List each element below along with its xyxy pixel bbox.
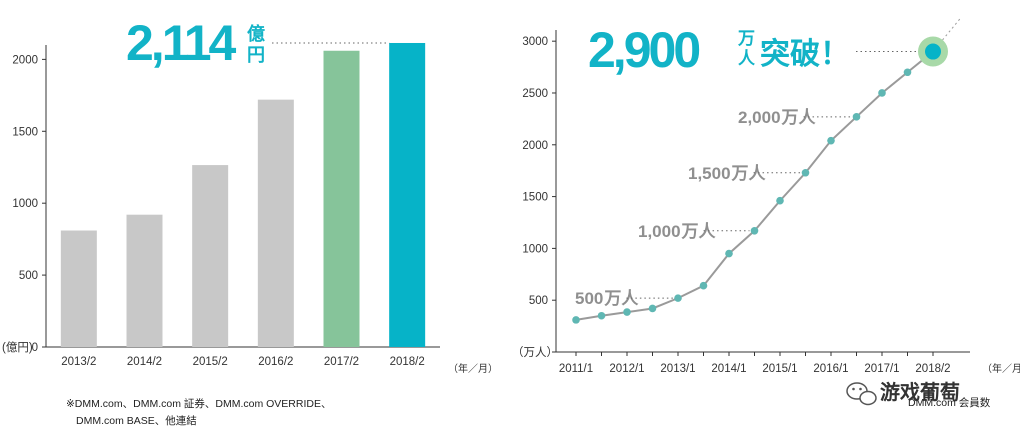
bar-2018-2 <box>389 42 426 348</box>
bar-y-tick-label: 1000 <box>12 198 38 210</box>
sales-highlight-unit-bottom: 円 <box>247 45 265 65</box>
line-data-point <box>597 311 606 320</box>
line-data-point <box>852 113 861 121</box>
members-highlight-value: 2,900 <box>588 22 699 78</box>
watermark-text: 游戏葡萄 <box>880 380 960 404</box>
milestone-unit: 万人 <box>781 108 817 127</box>
final-data-point <box>925 43 941 60</box>
line-y-tick-label: 2500 <box>522 88 548 100</box>
line-y-unit: （万人） <box>512 346 558 359</box>
line-data-point <box>827 136 835 145</box>
bar-x-tick-label: 2018/2 <box>390 356 425 368</box>
sales-highlight-value: 2,114 <box>126 15 237 71</box>
line-data-point <box>776 196 784 205</box>
sales-bar-chart: 0 500 1000 1500 2000 2013/2 2014/2 2015/2 2016/… <box>2 15 498 375</box>
bar-x-tick-label: 2015/2 <box>193 356 228 368</box>
bar-y-tick-label: 0 <box>32 342 38 354</box>
line-data-point <box>903 68 912 77</box>
line-y-tick-label: 500 <box>529 295 548 307</box>
line-x-tick-label: 2011/1 <box>559 363 593 375</box>
line-data-point <box>878 89 886 97</box>
line-data-point <box>750 226 759 235</box>
line-x-tick-label: 2013/1 <box>660 363 695 375</box>
bar-x-tick-label: 2014/2 <box>127 356 162 368</box>
line-y-tick-label: 1000 <box>522 243 548 255</box>
bar-y-tick-label: 1500 <box>12 126 38 138</box>
bar-2013-2 <box>60 230 97 347</box>
bar-y-tick-label: 500 <box>19 270 38 282</box>
bar-2016-2 <box>257 99 294 348</box>
bar-2014-2 <box>126 214 163 347</box>
members-highlight-unit-top: 万 <box>737 29 755 48</box>
milestone-unit: 万人 <box>731 164 767 183</box>
bar-2017-2 <box>323 50 360 347</box>
milestone-unit: 万人 <box>681 222 717 241</box>
footnote-line-2: DMM.com BASE、他連結 <box>76 414 197 427</box>
line-data-point <box>725 249 733 258</box>
members-line-chart: 500 1000 1500 2000 2500 3000 2011/1 2012/1 2013… <box>512 17 1020 375</box>
milestone-value: 2,000 <box>738 108 781 127</box>
line-y-tick-label: 1500 <box>522 192 548 204</box>
line-x-tick-label: 2014/1 <box>711 363 746 375</box>
line-data-point <box>699 281 708 290</box>
series-extension-line <box>932 17 962 52</box>
line-x-tick-label: 2015/1 <box>762 363 797 375</box>
milestone-value: 1,000 <box>638 222 681 241</box>
line-y-tick-label: 3000 <box>522 36 548 48</box>
wechat-icon <box>846 382 877 406</box>
bar-x-tick-label: 2013/2 <box>61 356 96 368</box>
line-x-tick-label: 2017/1 <box>864 363 899 375</box>
footnote-line-1: ※DMM.com、DMM.com 証券、DMM.com OVERRIDE、 <box>66 397 331 410</box>
line-x-tick-label: 2012/1 <box>609 363 644 375</box>
line-data-point <box>572 316 580 324</box>
footnote-right: DMM.com 会員数 <box>908 396 991 409</box>
line-y-tick-label: 2000 <box>522 140 548 152</box>
bar-y-unit: (億円) <box>2 341 33 354</box>
line-data-point <box>674 294 682 302</box>
line-data-point <box>801 168 810 177</box>
bar-x-tick-label: 2016/2 <box>258 356 293 368</box>
bar-2015-2 <box>192 165 229 347</box>
line-x-tick-label: 2016/1 <box>813 363 848 375</box>
bar-x-tick-label: 2017/2 <box>324 356 359 368</box>
milestone-value: 1,500 <box>688 164 731 183</box>
sales-highlight-unit-top: 億 <box>247 23 265 44</box>
line-x-unit: （年／月） <box>982 362 1020 375</box>
milestone-unit: 万人 <box>603 289 639 308</box>
bar-x-unit: （年／月） <box>448 362 498 375</box>
members-highlight-suffix: 突破！ <box>760 37 850 71</box>
line-x-tick-label: 2018/2 <box>915 363 950 375</box>
line-data-point <box>623 308 631 316</box>
milestone-value: 500 <box>575 289 603 308</box>
members-highlight-unit-bottom: 人 <box>738 49 756 68</box>
bar-y-tick-label: 2000 <box>12 54 38 66</box>
line-data-point <box>648 304 657 313</box>
